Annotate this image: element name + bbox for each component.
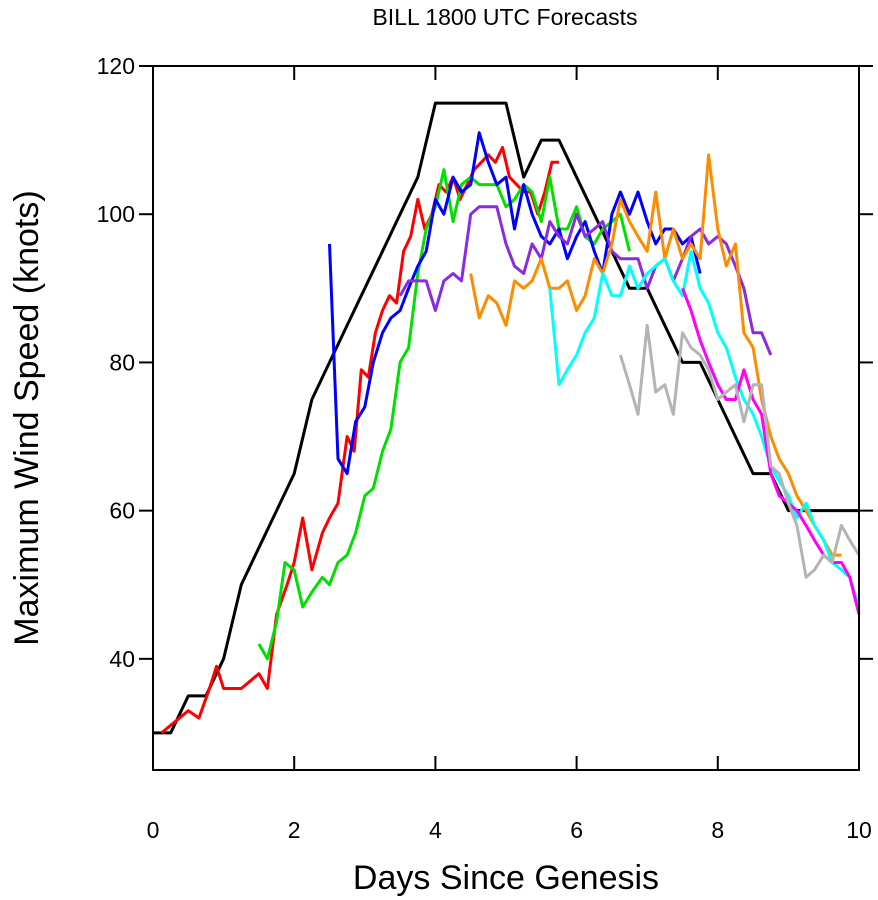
x-tick-label: 10: [846, 817, 872, 843]
x-tick-label: 6: [570, 817, 583, 843]
series-layer: [153, 101, 861, 735]
y-tick-label: 100: [97, 201, 135, 227]
series-line-8: [681, 287, 861, 615]
y-tick-label: 60: [109, 498, 135, 524]
series-line-9: [618, 323, 861, 579]
series-line-2: [160, 146, 559, 735]
x-tick-label: 8: [711, 817, 724, 843]
chart-title: BILL 1800 UTC Forecasts: [372, 4, 637, 30]
series-line-4: [328, 131, 702, 476]
y-axis-label: Maximum Wind Speed (knots): [8, 190, 46, 645]
series-line-1: [153, 101, 859, 735]
y-tick-label: 120: [97, 53, 135, 79]
series-line-7: [548, 249, 861, 608]
ticks-layer: 0 2 4 6 8 10 40 60 80 100 120: [97, 53, 873, 843]
series-line-3: [257, 168, 631, 661]
x-tick-label: 0: [147, 817, 160, 843]
y-tick-label: 80: [109, 349, 135, 375]
y-tick-label: 40: [109, 646, 135, 672]
plot-frame: [152, 65, 860, 771]
x-tick-label: 4: [429, 817, 442, 843]
series-line-6: [469, 153, 842, 557]
x-axis-label: Days Since Genesis: [353, 859, 659, 897]
x-tick-label: 2: [288, 817, 301, 843]
series-line-5: [398, 205, 773, 356]
